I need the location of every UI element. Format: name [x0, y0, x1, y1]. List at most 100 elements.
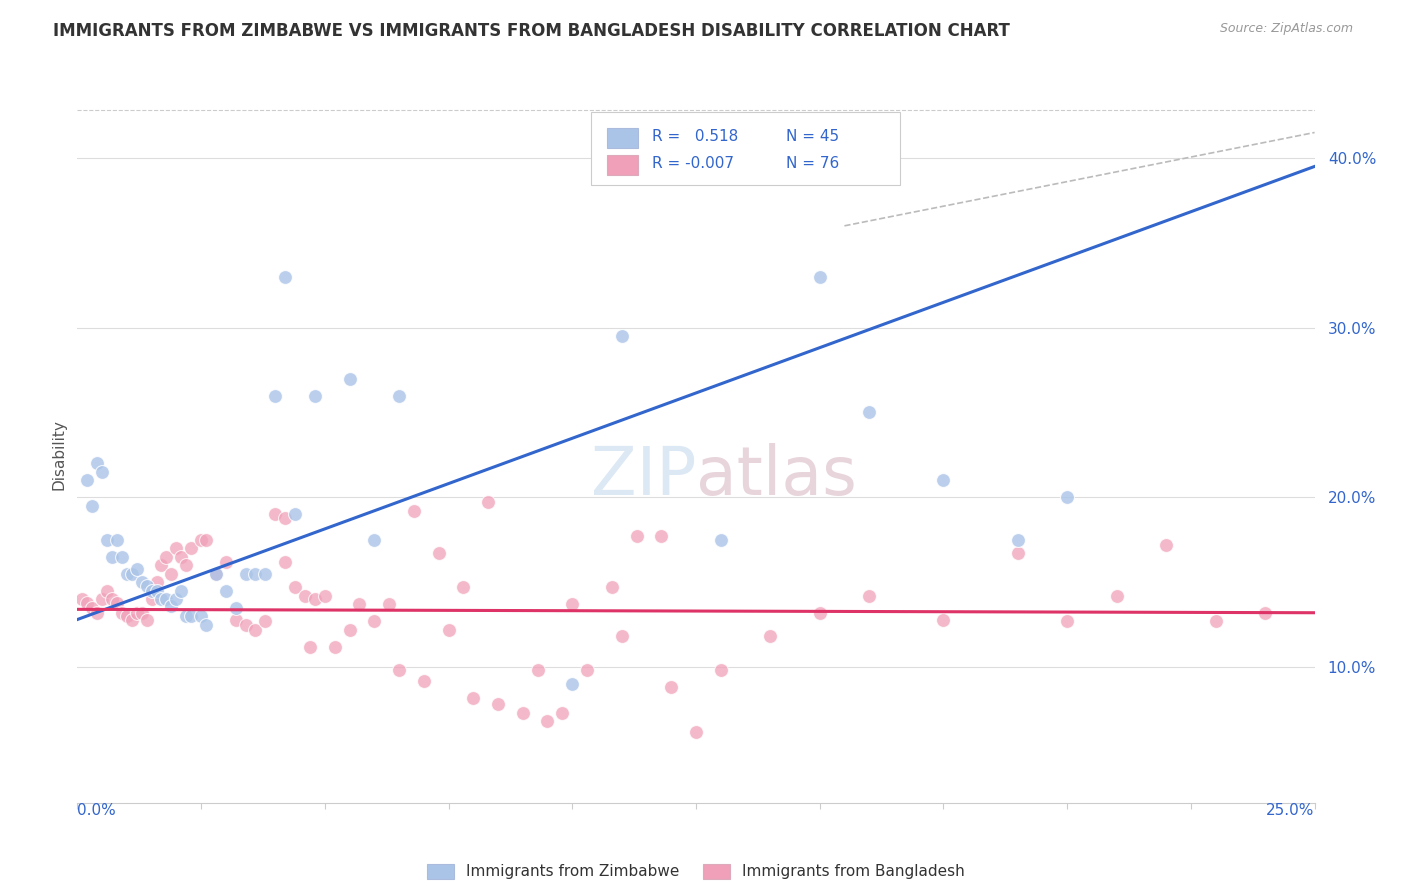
Point	[264, 508, 287, 522]
Point	[91, 465, 114, 479]
Text: R = -0.007: R = -0.007	[652, 156, 734, 170]
Point	[576, 664, 599, 678]
Point	[551, 706, 574, 720]
Point	[141, 583, 163, 598]
Point	[759, 630, 782, 644]
Point	[463, 690, 485, 705]
Point	[121, 566, 143, 581]
Point	[453, 580, 475, 594]
Point	[115, 566, 138, 581]
Point	[808, 606, 831, 620]
Point	[160, 599, 183, 613]
Point	[205, 566, 228, 581]
Text: Source: ZipAtlas.com: Source: ZipAtlas.com	[1219, 22, 1353, 36]
Point	[180, 609, 202, 624]
Point	[225, 613, 247, 627]
Point	[101, 549, 124, 564]
Point	[245, 623, 267, 637]
Point	[101, 592, 124, 607]
Point	[174, 609, 197, 624]
Point	[1007, 533, 1029, 547]
Point	[190, 533, 212, 547]
Point	[610, 630, 633, 644]
Point	[932, 613, 955, 627]
Text: 0.0%: 0.0%	[77, 803, 117, 818]
Point	[378, 597, 401, 611]
Text: R =   0.518: R = 0.518	[652, 129, 738, 144]
Legend: Immigrants from Zimbabwe, Immigrants from Bangladesh: Immigrants from Zimbabwe, Immigrants fro…	[420, 857, 972, 886]
Text: N = 45: N = 45	[786, 129, 839, 144]
Point	[304, 388, 326, 402]
Point	[1105, 589, 1128, 603]
Point	[215, 555, 238, 569]
Point	[190, 609, 212, 624]
Point	[245, 566, 267, 581]
Point	[150, 592, 173, 607]
Point	[170, 583, 193, 598]
Point	[1205, 614, 1227, 628]
Point	[131, 575, 153, 590]
Point	[165, 541, 187, 556]
Point	[195, 617, 218, 632]
Point	[304, 592, 326, 607]
Point	[477, 495, 499, 509]
Point	[86, 606, 108, 620]
Point	[486, 698, 509, 712]
Point	[298, 640, 321, 654]
Point	[536, 714, 558, 729]
Point	[96, 533, 118, 547]
Text: ZIP: ZIP	[591, 442, 696, 508]
Point	[710, 664, 733, 678]
Point	[135, 578, 157, 592]
Point	[235, 566, 257, 581]
Point	[160, 566, 183, 581]
Y-axis label: Disability: Disability	[51, 419, 66, 491]
Point	[561, 597, 583, 611]
Point	[195, 533, 218, 547]
Point	[165, 592, 187, 607]
Point	[274, 555, 297, 569]
Point	[125, 606, 148, 620]
Point	[858, 589, 880, 603]
Point	[254, 614, 277, 628]
Point	[932, 474, 955, 488]
Point	[388, 664, 411, 678]
Point	[150, 558, 173, 573]
Point	[86, 457, 108, 471]
Point	[76, 596, 98, 610]
Point	[323, 640, 346, 654]
Point	[294, 589, 316, 603]
Point	[155, 592, 177, 607]
Point	[141, 592, 163, 607]
Point	[145, 583, 167, 598]
Point	[170, 549, 193, 564]
Point	[91, 592, 114, 607]
Point	[388, 388, 411, 402]
Point	[115, 609, 138, 624]
Point	[125, 561, 148, 575]
Point	[626, 529, 648, 543]
Point	[685, 724, 707, 739]
Text: N = 76: N = 76	[786, 156, 839, 170]
Point	[111, 606, 134, 620]
Point	[600, 580, 623, 594]
Point	[264, 388, 287, 402]
Point	[710, 533, 733, 547]
Point	[72, 592, 94, 607]
Point	[155, 549, 177, 564]
Point	[82, 600, 104, 615]
Point	[659, 681, 682, 695]
Point	[145, 575, 167, 590]
Point	[427, 546, 450, 560]
Point	[105, 596, 128, 610]
Point	[135, 613, 157, 627]
Text: IMMIGRANTS FROM ZIMBABWE VS IMMIGRANTS FROM BANGLADESH DISABILITY CORRELATION CH: IMMIGRANTS FROM ZIMBABWE VS IMMIGRANTS F…	[53, 22, 1011, 40]
Point	[1056, 491, 1078, 505]
Point	[526, 664, 548, 678]
Point	[1007, 546, 1029, 560]
Point	[274, 510, 297, 524]
Point	[254, 566, 277, 581]
Point	[225, 600, 247, 615]
Text: atlas: atlas	[696, 442, 856, 508]
Point	[402, 504, 425, 518]
